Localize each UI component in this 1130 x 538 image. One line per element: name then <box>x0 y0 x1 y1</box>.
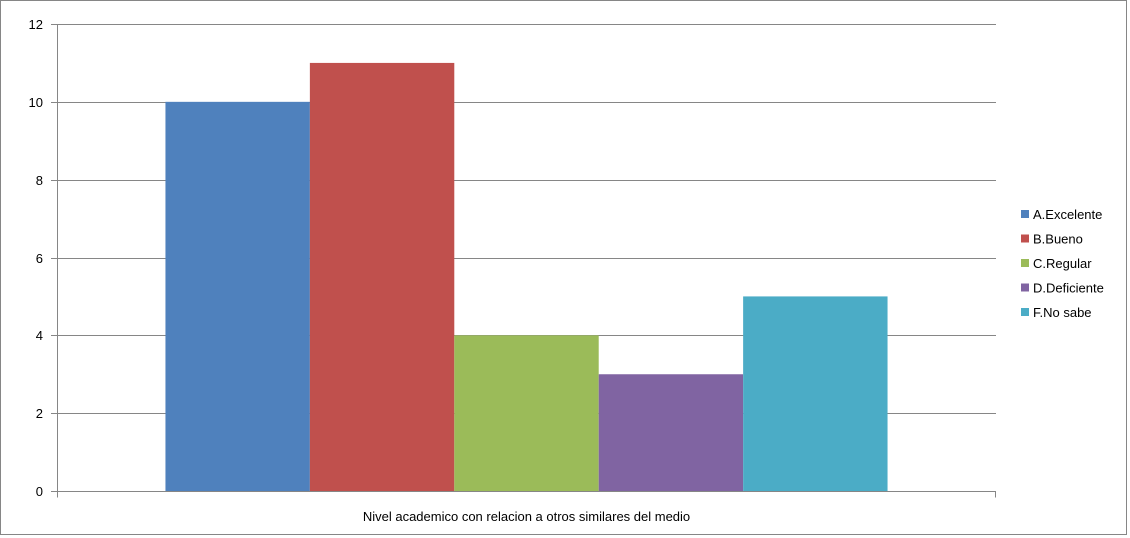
bar-f-no-sabe <box>743 296 888 491</box>
legend-item: D.Deficiente <box>1021 281 1104 296</box>
legend-item: C.Regular <box>1021 256 1092 271</box>
legend: A.Excelente B.Bueno C.Regular D.Deficiente F… <box>1021 207 1104 320</box>
bars <box>165 62 888 492</box>
y-tick-label: 8 <box>36 173 43 188</box>
legend-item: F.No sabe <box>1021 305 1092 320</box>
y-tick-label: 12 <box>29 17 43 32</box>
y-tick-label: 6 <box>36 251 43 266</box>
y-tick-label: 0 <box>36 484 43 499</box>
bar-d-deficiente <box>598 374 744 491</box>
legend-label: B.Bueno <box>1033 232 1083 247</box>
legend-swatch <box>1021 308 1029 316</box>
legend-swatch <box>1021 259 1029 267</box>
legend-item: A.Excelente <box>1021 207 1102 222</box>
bar-a-excelente <box>165 101 310 491</box>
x-category-label: Nivel academico con relacion a otros sim… <box>363 509 690 524</box>
y-tick-label: 2 <box>36 406 43 421</box>
legend-swatch <box>1021 210 1029 218</box>
legend-label: A.Excelente <box>1033 207 1102 222</box>
legend-swatch <box>1021 283 1029 292</box>
legend-label: C.Regular <box>1033 256 1092 271</box>
legend-item: B.Bueno <box>1021 232 1083 247</box>
legend-label: D.Deficiente <box>1033 281 1104 296</box>
legend-label: F.No sabe <box>1033 305 1092 320</box>
bar-b-bueno <box>309 62 455 492</box>
y-tick-label: 4 <box>36 328 43 343</box>
axes: 0 2 4 6 8 10 12 Nivel academico con relacion a … <box>29 17 996 524</box>
y-tick-label: 10 <box>29 95 43 110</box>
legend-swatch <box>1021 234 1029 243</box>
bar-c-regular <box>454 335 599 491</box>
